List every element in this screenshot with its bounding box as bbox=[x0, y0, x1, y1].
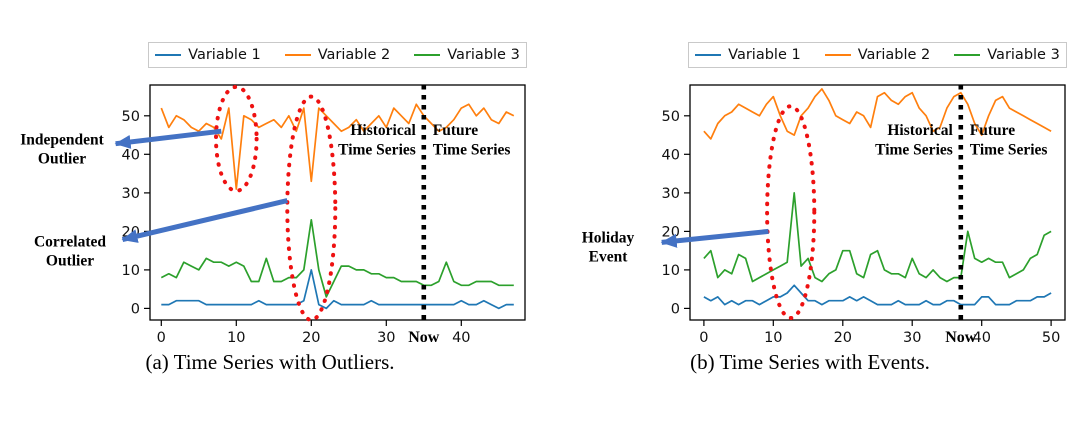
annotation-line: Independent bbox=[20, 131, 104, 149]
svg-text:Future: Future bbox=[970, 122, 1015, 139]
legend-item-variable-1: Variable 1 bbox=[695, 47, 801, 63]
legend-line-swatch-green bbox=[954, 54, 981, 56]
svg-text:Now: Now bbox=[408, 329, 440, 345]
svg-text:Time Series: Time Series bbox=[338, 141, 416, 158]
svg-text:20: 20 bbox=[834, 330, 852, 345]
annotation-independent-outlier: Independent Outlier bbox=[20, 131, 104, 170]
annotation-line: Outlier bbox=[45, 253, 95, 270]
legend-item-variable-3: Variable 3 bbox=[414, 47, 520, 63]
legend-label: Variable 3 bbox=[987, 47, 1060, 63]
panel-a-outliers: Variable 1 Variable 2 Variable 3 0 10 20 30… bbox=[20, 42, 527, 374]
annotation-line: Holiday bbox=[581, 229, 635, 247]
annotation-line: Event bbox=[588, 249, 628, 266]
legend-item-variable-3: Variable 3 bbox=[954, 47, 1060, 63]
legend-label: Variable 2 bbox=[317, 47, 391, 63]
svg-text:30: 30 bbox=[903, 330, 921, 345]
svg-text:10: 10 bbox=[662, 263, 680, 279]
svg-text:20: 20 bbox=[662, 224, 680, 240]
caption-panel-b: (b) Time Series with Events. bbox=[690, 350, 930, 374]
svg-text:0: 0 bbox=[157, 330, 166, 345]
line-chart-events: 0 10 20 30 40 50 0 10 20 30 40 50 Historical Time Ser… bbox=[660, 84, 1066, 345]
svg-text:30: 30 bbox=[377, 330, 395, 345]
svg-text:10: 10 bbox=[122, 263, 140, 279]
panel-b-events: Variable 1 Variable 2 Variable 3 0 10 20 30… bbox=[540, 0, 1080, 429]
legend-line-swatch-blue bbox=[155, 54, 182, 56]
legend-line-swatch-blue bbox=[695, 54, 722, 56]
legend-line-swatch-orange bbox=[824, 54, 851, 56]
svg-text:Time Series: Time Series bbox=[875, 141, 953, 158]
legend-label: Variable 1 bbox=[728, 47, 801, 63]
legend-line-swatch-orange bbox=[284, 54, 311, 56]
legend-label: Variable 2 bbox=[857, 47, 931, 63]
svg-text:40: 40 bbox=[122, 147, 140, 163]
svg-text:0: 0 bbox=[671, 301, 680, 317]
legend-line-swatch-green bbox=[414, 54, 441, 56]
svg-text:0: 0 bbox=[699, 330, 708, 345]
svg-text:Historical: Historical bbox=[887, 122, 953, 139]
svg-text:Time Series: Time Series bbox=[433, 141, 511, 158]
svg-text:30: 30 bbox=[662, 186, 680, 202]
legend: Variable 1 Variable 2 Variable 3 bbox=[148, 42, 527, 68]
svg-text:Now: Now bbox=[945, 329, 977, 345]
svg-text:50: 50 bbox=[122, 109, 140, 125]
svg-text:0: 0 bbox=[131, 301, 140, 317]
legend: Variable 1 Variable 2 Variable 3 bbox=[688, 42, 1067, 68]
svg-text:Time Series: Time Series bbox=[970, 141, 1048, 158]
svg-text:50: 50 bbox=[1042, 330, 1060, 345]
annotation-correlated-outlier: Correlated Outlier bbox=[34, 233, 106, 272]
svg-text:Historical: Historical bbox=[350, 122, 416, 139]
svg-text:Future: Future bbox=[433, 122, 478, 139]
annotation-line: Correlated bbox=[33, 233, 107, 251]
annotation-holiday-event: Holiday Event bbox=[582, 229, 635, 268]
legend-label: Variable 1 bbox=[188, 47, 261, 63]
caption-panel-a: (a) Time Series with Outliers. bbox=[145, 350, 395, 374]
svg-text:40: 40 bbox=[662, 147, 680, 163]
svg-text:20: 20 bbox=[302, 330, 320, 345]
legend-item-variable-2: Variable 2 bbox=[824, 47, 931, 63]
svg-text:10: 10 bbox=[227, 330, 245, 345]
svg-text:30: 30 bbox=[122, 186, 140, 202]
legend-item-variable-1: Variable 1 bbox=[155, 47, 261, 63]
svg-text:50: 50 bbox=[662, 109, 680, 125]
svg-text:40: 40 bbox=[452, 330, 470, 345]
annotation-line: Outlier bbox=[37, 151, 87, 168]
svg-text:10: 10 bbox=[764, 330, 782, 345]
legend-label: Variable 3 bbox=[447, 47, 520, 63]
legend-item-variable-2: Variable 2 bbox=[284, 47, 391, 63]
svg-text:40: 40 bbox=[972, 330, 990, 345]
